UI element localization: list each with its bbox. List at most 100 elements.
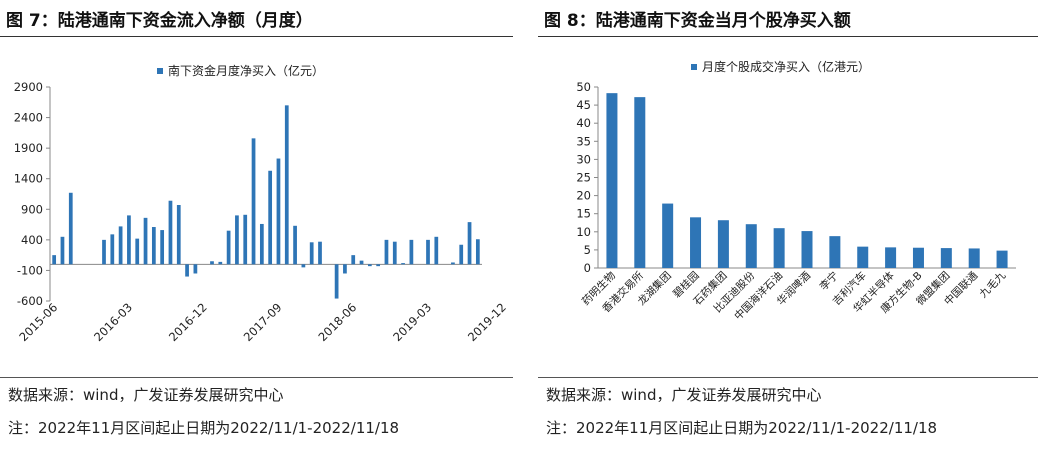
y-tick-label: 2400 xyxy=(14,111,43,125)
bar xyxy=(351,255,356,265)
bar xyxy=(968,248,980,268)
bar xyxy=(773,228,785,268)
x-tick-label: 2016-12 xyxy=(166,300,210,344)
bar xyxy=(185,264,189,277)
x-tick-label: 2016-03 xyxy=(91,300,135,344)
bar xyxy=(829,236,841,268)
bar xyxy=(193,264,198,274)
x-tick-label: 2017-09 xyxy=(241,300,285,344)
figure-7-panel: 图 7：陆港通南下资金流入净额（月度） 南下资金月度净买入（亿元） -600 -10… xyxy=(0,0,513,455)
y-tick-label: 25 xyxy=(576,171,591,185)
bar xyxy=(334,264,339,299)
y-tick-label: 900 xyxy=(21,202,43,216)
x-tick-label: 九毛九 xyxy=(977,269,1008,300)
bar xyxy=(259,223,264,265)
legend-label: 月度个股成交净买入（亿港元） xyxy=(702,59,870,74)
figure-7-source: 数据来源：wind，广发证券发展研究中心 xyxy=(8,386,284,404)
bar xyxy=(143,217,148,265)
bar xyxy=(68,192,73,265)
bar xyxy=(309,242,314,265)
y-tick-label: 35 xyxy=(576,134,591,148)
bar xyxy=(940,248,952,268)
y-tick-label: 30 xyxy=(576,152,591,166)
y-tick-label: 20 xyxy=(576,189,591,203)
x-tick-label: 2018-06 xyxy=(315,300,359,344)
bar xyxy=(118,226,123,265)
bar xyxy=(717,220,729,268)
y-tick-label: 0 xyxy=(584,261,591,275)
figure-8-source: 数据来源：wind，广发证券发展研究中心 xyxy=(546,386,822,404)
legend-swatch xyxy=(157,68,163,74)
y-tick-label: -100 xyxy=(17,263,43,277)
bar xyxy=(102,239,106,265)
bar xyxy=(434,236,439,265)
bar xyxy=(392,241,397,265)
bar xyxy=(426,239,430,265)
bar xyxy=(451,262,455,265)
bar xyxy=(367,264,372,267)
y-tick-label: 5 xyxy=(584,243,591,257)
figure-7-chart: 南下资金月度净买入（亿元） -600 -100 400 900 1400 1900 2400 2… xyxy=(14,63,509,344)
y-tick-label: 2900 xyxy=(14,80,43,94)
legend-label: 南下资金月度净买入（亿元） xyxy=(168,63,324,78)
bar xyxy=(801,231,813,268)
y-tick-label: 10 xyxy=(576,225,591,239)
bar xyxy=(634,97,646,268)
bar xyxy=(176,205,181,265)
bar xyxy=(467,222,472,265)
y-tick-label: 400 xyxy=(21,233,43,247)
bar xyxy=(401,263,405,265)
bar xyxy=(857,246,869,268)
bar xyxy=(235,215,239,265)
bar xyxy=(745,224,757,268)
bar xyxy=(284,105,289,265)
bar xyxy=(276,158,281,265)
bar xyxy=(110,234,115,265)
y-tick-label: 15 xyxy=(576,207,591,221)
bar xyxy=(690,217,702,268)
bar xyxy=(318,241,322,265)
figure-8-title: 图 8：陆港通南下资金当月个股净买入额 xyxy=(544,11,851,31)
bar xyxy=(359,260,364,265)
figure-8-panel: 图 8：陆港通南下资金当月个股净买入额 月度个股成交净买入（亿港元） 0 5 10 15… xyxy=(538,0,1038,455)
bar xyxy=(996,250,1008,268)
bar xyxy=(210,261,214,265)
bar xyxy=(52,255,57,265)
bar xyxy=(409,239,414,265)
bar xyxy=(912,247,924,268)
figure-8-bottom-rule xyxy=(538,377,1038,378)
x-tick-label: 2019-12 xyxy=(465,300,509,344)
bar xyxy=(376,264,381,267)
bar xyxy=(243,214,248,265)
bar xyxy=(135,238,140,265)
bar xyxy=(606,93,618,269)
bar xyxy=(301,264,306,268)
y-tick-label: 1400 xyxy=(14,172,43,186)
x-tick-label: 李宁 xyxy=(817,269,841,293)
y-tick-label: 1900 xyxy=(14,141,43,155)
bar xyxy=(160,230,165,265)
bar xyxy=(885,247,897,268)
legend-swatch xyxy=(691,64,697,70)
y-tick-label: 50 xyxy=(576,80,591,94)
bar xyxy=(127,215,131,265)
figure-7-title: 图 7：陆港通南下资金流入净额（月度） xyxy=(6,11,313,31)
bar xyxy=(251,138,256,265)
figure-7-note: 注：2022年11月区间起止日期为2022/11/1-2022/11/18 xyxy=(8,419,400,437)
bar xyxy=(459,244,464,265)
bar xyxy=(60,236,65,265)
figure-8-note: 注：2022年11月区间起止日期为2022/11/1-2022/11/18 xyxy=(546,419,938,437)
bar xyxy=(475,239,480,265)
figure-7-top-rule xyxy=(0,36,513,37)
legend: 南下资金月度净买入（亿元） xyxy=(157,63,324,78)
bar xyxy=(226,230,231,265)
bar xyxy=(384,239,389,265)
y-tick-label: -600 xyxy=(17,294,43,308)
figure-8-chart: 月度个股成交净买入（亿港元）05101520253035404550药明生物香港… xyxy=(576,59,1016,323)
bar xyxy=(343,264,347,274)
figure-7-bottom-rule xyxy=(0,377,513,378)
x-tick-label: 2019-03 xyxy=(390,300,434,344)
bar xyxy=(218,261,223,265)
figure-8-top-rule xyxy=(538,36,1038,37)
bar xyxy=(293,225,297,265)
